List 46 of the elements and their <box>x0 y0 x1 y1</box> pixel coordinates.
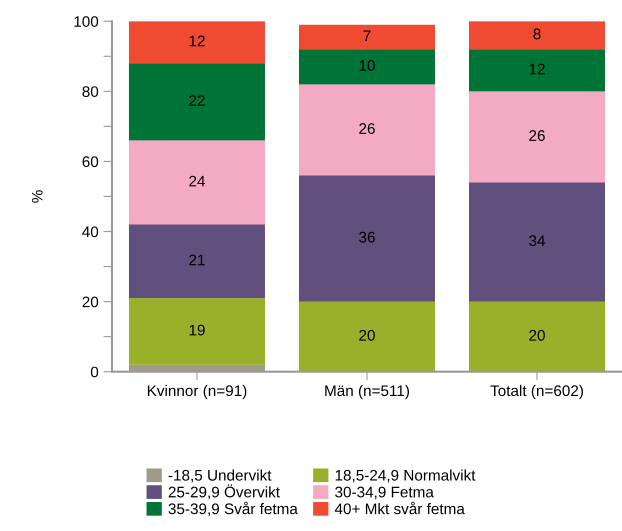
legend-label: 18,5-24,9 Normalvikt <box>336 469 476 482</box>
bar <box>128 140 265 225</box>
data-label: 24 <box>189 176 206 186</box>
legend-label: 35-39,9 Svår fetma <box>168 502 298 516</box>
bar <box>468 21 605 50</box>
data-label: 36 <box>359 232 375 243</box>
bar <box>298 175 435 302</box>
bar <box>128 63 265 140</box>
y-tick-label: 100 <box>74 16 98 27</box>
data-label: 7 <box>364 30 370 41</box>
x-tick-label: Män (n=511) <box>325 384 409 400</box>
y-tick-label: 80 <box>82 86 98 98</box>
bar <box>128 298 265 365</box>
bar <box>468 49 605 92</box>
bar <box>128 21 265 64</box>
data-label: 19 <box>190 324 205 336</box>
bar <box>468 182 605 302</box>
data-label: 21 <box>189 254 205 266</box>
legend-label: 30-34,9 Fetma <box>335 486 434 500</box>
y-tick-label: 40 <box>82 226 98 238</box>
bar <box>298 24 435 50</box>
bar <box>468 302 605 372</box>
data-label: 26 <box>529 130 545 141</box>
legend-label: 40+ Mkt svår fetma <box>334 502 465 514</box>
x-tick-label: Totalt (n=602) <box>490 384 583 400</box>
y-tick-label: 20 <box>82 296 98 308</box>
bar <box>298 302 435 372</box>
y-tick-label: 0 <box>90 366 98 378</box>
data-label: 22 <box>189 95 205 106</box>
legend-label: 25-29,9 Övervikt <box>168 484 280 500</box>
bar <box>298 84 435 176</box>
data-label: 34 <box>529 235 546 246</box>
data-label: 20 <box>359 330 375 341</box>
legend-label: -18,5 Undervikt <box>168 469 272 482</box>
data-label: 12 <box>190 36 205 46</box>
data-label: 8 <box>533 28 541 40</box>
data-label: 12 <box>530 64 545 74</box>
y-tick-label: 60 <box>82 156 98 168</box>
bar <box>468 91 605 182</box>
bar <box>298 49 435 84</box>
data-label: 26 <box>359 123 375 134</box>
bar <box>128 224 265 298</box>
data-label: 10 <box>360 60 375 71</box>
y-axis-title: % <box>32 190 43 203</box>
x-tick-label: Kvinnor (n=91) <box>148 384 246 400</box>
data-label: 20 <box>529 330 545 341</box>
